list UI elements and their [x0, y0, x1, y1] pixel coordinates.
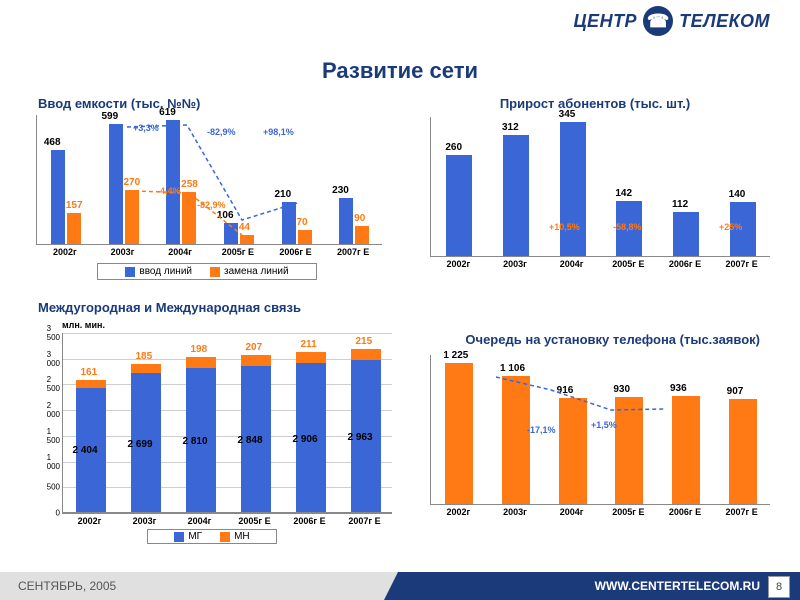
chart-install-queue: Очередь на установку телефона (тыс.заяво… — [420, 332, 770, 519]
category-label: 2006г Е — [282, 516, 337, 526]
bar-series2 — [125, 190, 139, 244]
chart-tl-plot: 468157599270619258106442107023090+3,3%-8… — [36, 115, 382, 245]
bar — [615, 397, 643, 504]
bar-series2 — [355, 226, 369, 244]
category-label: 2005г Е — [600, 507, 657, 517]
bar — [560, 122, 586, 256]
bar — [445, 363, 473, 504]
bar-top — [76, 380, 106, 388]
logo: ЦЕНТР ☎ ТЕЛЕКОМ — [573, 6, 770, 36]
chart-bl-title: Междугородная и Международная связь — [38, 300, 392, 315]
category-label: 2006г Е — [657, 507, 714, 517]
chart-tl-title: Ввод емкости (тыс. №№) — [38, 96, 382, 111]
category-label: 2003г — [487, 259, 544, 269]
category-label: 2004г — [151, 247, 209, 257]
category-label: 2007г Е — [713, 507, 770, 517]
footer-url: WWW.CENTERTELECOM.RU — [384, 572, 800, 600]
chart-capacity-input: Ввод емкости (тыс. №№) 46815759927061925… — [32, 96, 382, 280]
chart-bl-yaxis-label: млн. мин. — [62, 320, 105, 330]
bar-top — [131, 364, 161, 374]
chart-bl-plot: 05001 0001 5002 0002 5003 0003 5002 4041… — [62, 333, 392, 513]
bar-series1 — [339, 198, 353, 244]
category-label: 2004г — [172, 516, 227, 526]
chart-br-plot: 1 2251 106916930936907-17,1%+1,5% — [430, 355, 770, 505]
chart-subscriber-growth: Прирост абонентов (тыс. шт.) 26031234514… — [420, 96, 770, 271]
category-label: 2003г — [94, 247, 152, 257]
category-label: 2002г — [430, 507, 487, 517]
bar-series2 — [240, 235, 254, 244]
page-title: Развитие сети — [0, 58, 800, 84]
bar-series2 — [182, 192, 196, 244]
category-label: 2005г Е — [600, 259, 657, 269]
bar — [729, 399, 757, 504]
bar-series1 — [166, 120, 180, 244]
chart-tr-plot: 260312345142112140+10,5%-58,8%+25% — [430, 117, 770, 257]
chart-tl-legend: ввод линий замена линий — [97, 263, 317, 280]
bar-series1 — [282, 202, 296, 244]
category-label: 2002г — [430, 259, 487, 269]
bar-series1 — [109, 124, 123, 244]
logo-left-text: ЦЕНТР — [573, 11, 637, 32]
category-label: 2003г — [487, 507, 544, 517]
logo-right-text: ТЕЛЕКОМ — [679, 11, 770, 32]
bar-top — [241, 355, 271, 366]
bar-series1 — [224, 223, 238, 244]
logo-icon: ☎ — [643, 6, 673, 36]
category-label: 2002г — [36, 247, 94, 257]
chart-bl-legend: МГ МН — [147, 529, 277, 544]
bar — [446, 155, 472, 256]
category-label: 2007г Е — [324, 247, 382, 257]
bar — [503, 135, 529, 256]
bar — [559, 398, 587, 504]
category-label: 2004г — [543, 259, 600, 269]
footer-date: СЕНТЯБРЬ, 2005 — [0, 572, 384, 600]
category-label: 2002г — [62, 516, 117, 526]
category-label: 2007г Е — [337, 516, 392, 526]
category-label: 2003г — [117, 516, 172, 526]
footer: СЕНТЯБРЬ, 2005 WWW.CENTERTELECOM.RU 8 — [0, 572, 800, 600]
bar — [502, 376, 530, 504]
category-label: 2004г — [543, 507, 600, 517]
chart-br-title: Очередь на установку телефона (тыс.заяво… — [420, 332, 770, 347]
category-label: 2006г Е — [267, 247, 325, 257]
bar-top — [351, 349, 381, 360]
bar — [673, 212, 699, 256]
page-number: 8 — [768, 576, 790, 598]
chart-long-distance: Междугородная и Международная связь млн.… — [32, 300, 392, 544]
bar-top — [186, 357, 216, 367]
bar-top — [296, 352, 326, 363]
category-label: 2007г Е — [713, 259, 770, 269]
bar-series1 — [51, 150, 65, 244]
category-label: 2006г Е — [657, 259, 714, 269]
chart-tr-title: Прирост абонентов (тыс. шт.) — [420, 96, 770, 111]
category-label: 2005г Е — [227, 516, 282, 526]
bar-series2 — [67, 213, 81, 244]
bar — [672, 396, 700, 504]
bar-series2 — [298, 230, 312, 244]
category-label: 2005г Е — [209, 247, 267, 257]
